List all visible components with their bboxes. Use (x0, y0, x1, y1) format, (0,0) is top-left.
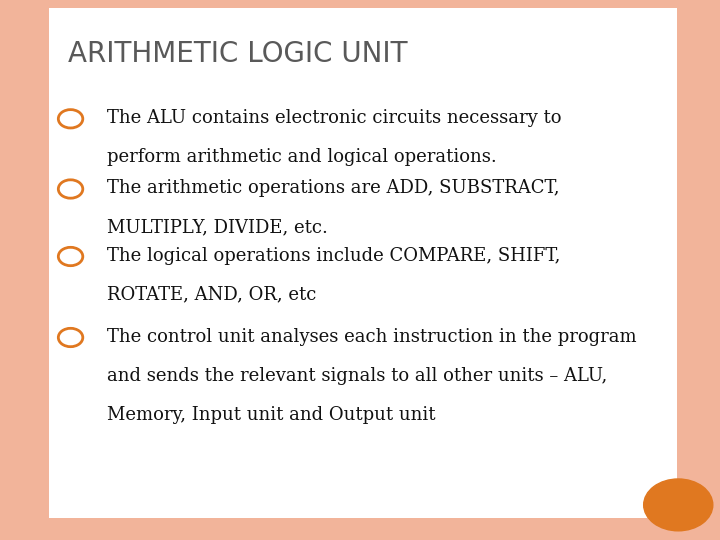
FancyBboxPatch shape (49, 8, 677, 518)
Text: ARITHMETIC LOGIC UNIT: ARITHMETIC LOGIC UNIT (68, 40, 408, 69)
Text: The arithmetic operations are ADD, SUBSTRACT,: The arithmetic operations are ADD, SUBST… (107, 179, 559, 197)
Text: The ALU contains electronic circuits necessary to: The ALU contains electronic circuits nec… (107, 109, 561, 127)
Text: The logical operations include COMPARE, SHIFT,: The logical operations include COMPARE, … (107, 247, 560, 265)
Text: perform arithmetic and logical operations.: perform arithmetic and logical operation… (107, 148, 496, 166)
Text: ROTATE, AND, OR, etc: ROTATE, AND, OR, etc (107, 286, 316, 303)
Text: Memory, Input unit and Output unit: Memory, Input unit and Output unit (107, 406, 435, 423)
Text: and sends the relevant signals to all other units – ALU,: and sends the relevant signals to all ot… (107, 367, 607, 384)
Text: MULTIPLY, DIVIDE, etc.: MULTIPLY, DIVIDE, etc. (107, 218, 328, 236)
Text: The control unit analyses each instruction in the program: The control unit analyses each instructi… (107, 328, 636, 346)
Circle shape (644, 479, 713, 531)
